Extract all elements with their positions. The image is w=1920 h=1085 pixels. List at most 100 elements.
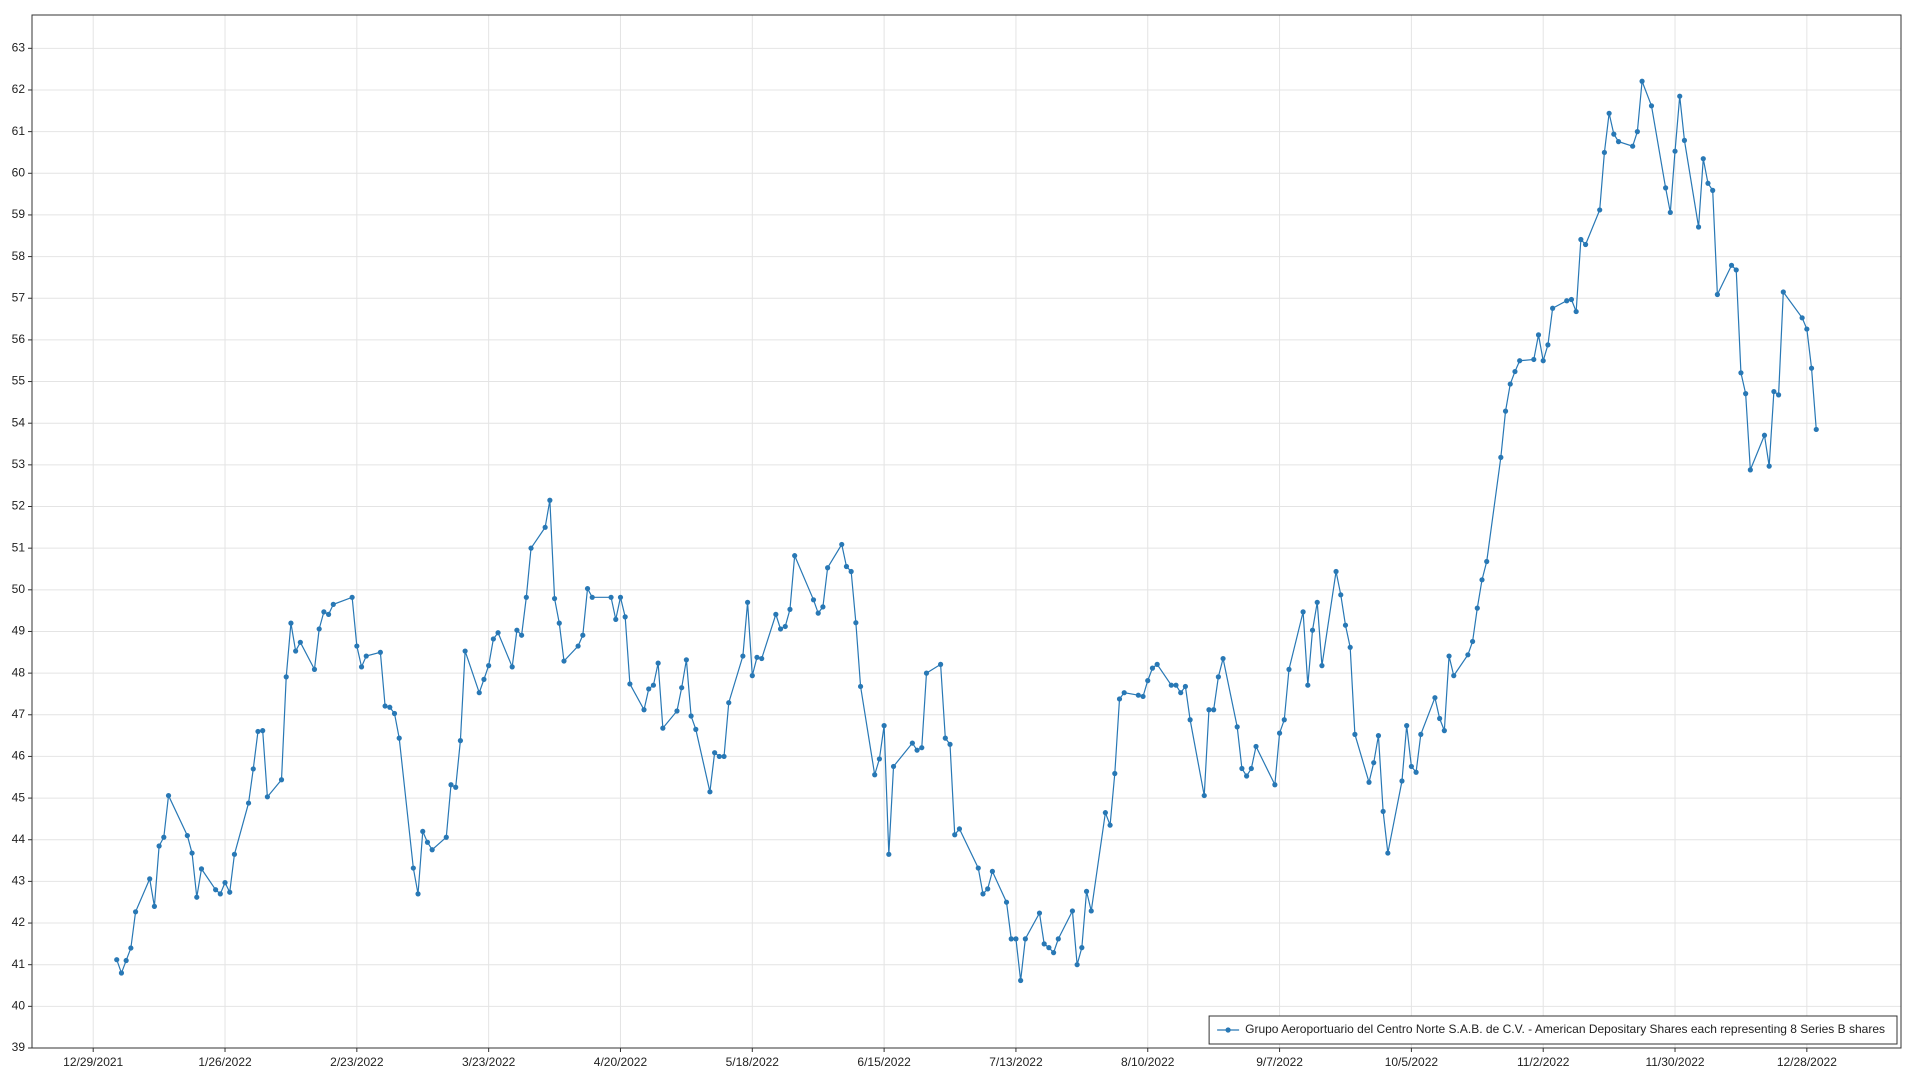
data-point <box>1149 665 1156 671</box>
data-point <box>123 957 129 964</box>
data-point <box>231 851 238 857</box>
data-point <box>646 686 652 692</box>
data-point <box>1714 291 1720 298</box>
data-point <box>1761 432 1768 438</box>
data-point <box>1507 381 1513 387</box>
data-point <box>114 957 120 963</box>
x-tick-label: 4/20/2022 <box>594 1055 648 1069</box>
data-point <box>1743 391 1749 397</box>
data-point <box>1173 682 1179 688</box>
data-point <box>857 683 864 690</box>
data-point <box>1601 149 1608 156</box>
data-point <box>853 620 859 626</box>
data-point <box>980 891 986 897</box>
data-point <box>227 889 233 895</box>
data-point <box>956 826 963 832</box>
data-point <box>1808 365 1815 371</box>
data-point <box>1545 342 1551 348</box>
data-point <box>1121 690 1127 696</box>
data-point <box>264 794 270 800</box>
data-point <box>975 865 981 871</box>
data-point <box>985 886 991 892</box>
data-point <box>1771 388 1777 395</box>
data-point <box>1375 733 1382 739</box>
data-point <box>947 741 953 747</box>
data-point <box>1677 93 1683 99</box>
data-point <box>293 648 299 654</box>
y-tick-label: 39 <box>12 1040 26 1054</box>
data-point <box>354 643 360 649</box>
y-tick-label: 62 <box>12 82 26 96</box>
data-point <box>1775 392 1782 398</box>
data-point <box>358 664 365 670</box>
data-point <box>655 660 661 666</box>
legend: Grupo Aeroportuario del Centro Norte S.A… <box>1208 1015 1898 1045</box>
data-point <box>486 663 492 669</box>
data-point <box>707 789 713 795</box>
y-tick-label: 47 <box>12 707 26 721</box>
data-point <box>424 839 431 845</box>
data-point <box>542 524 548 530</box>
data-point <box>1766 463 1772 469</box>
data-point <box>250 766 256 772</box>
data-point <box>881 723 887 729</box>
data-point <box>1347 644 1353 650</box>
data-point <box>1615 139 1622 145</box>
data-point <box>1531 356 1537 363</box>
data-point <box>481 676 487 682</box>
data-point <box>1305 682 1311 688</box>
y-tick-label: 63 <box>12 40 26 54</box>
data-point <box>909 740 915 746</box>
data-point <box>514 627 520 633</box>
y-tick-label: 61 <box>12 124 26 138</box>
data-point <box>128 945 134 951</box>
data-point <box>660 725 666 731</box>
data-point <box>914 747 920 753</box>
data-point <box>509 664 515 670</box>
y-tick-label: 55 <box>12 374 26 388</box>
data-point <box>825 565 831 571</box>
data-point <box>519 632 525 638</box>
data-point <box>396 735 402 741</box>
data-point <box>580 632 586 638</box>
data-point <box>622 614 628 620</box>
data-point <box>890 763 897 770</box>
data-point <box>1182 683 1189 690</box>
data-point <box>1309 627 1316 633</box>
data-point <box>1055 936 1061 942</box>
data-point <box>679 685 685 691</box>
data-point <box>1597 207 1603 213</box>
data-point <box>1253 743 1259 750</box>
y-tick-label: 51 <box>12 540 26 554</box>
data-point <box>1517 358 1523 364</box>
data-point <box>1418 731 1424 737</box>
data-point <box>1112 770 1118 777</box>
data-point <box>316 626 322 632</box>
data-point <box>448 782 454 788</box>
data-point <box>712 750 718 756</box>
data-point <box>608 594 614 600</box>
data-point <box>923 670 930 676</box>
data-point <box>1540 358 1546 364</box>
data-point <box>773 611 779 617</box>
data-point <box>1371 760 1377 766</box>
data-point <box>1366 779 1372 785</box>
x-tick-label: 9/7/2022 <box>1256 1055 1303 1069</box>
data-point <box>1008 936 1014 942</box>
data-point <box>787 606 793 612</box>
y-tick-label: 52 <box>12 499 26 513</box>
data-point <box>490 636 496 642</box>
y-tick-label: 57 <box>12 290 26 304</box>
data-point <box>118 970 125 976</box>
y-tick-label: 53 <box>12 457 26 471</box>
data-point <box>288 620 294 626</box>
data-point <box>627 681 633 687</box>
data-point <box>457 737 464 744</box>
data-point <box>886 851 892 857</box>
y-tick-label: 58 <box>12 249 26 263</box>
data-point <box>1404 723 1410 729</box>
data-point <box>1102 810 1108 816</box>
data-point <box>1441 728 1447 734</box>
data-point <box>617 594 624 600</box>
